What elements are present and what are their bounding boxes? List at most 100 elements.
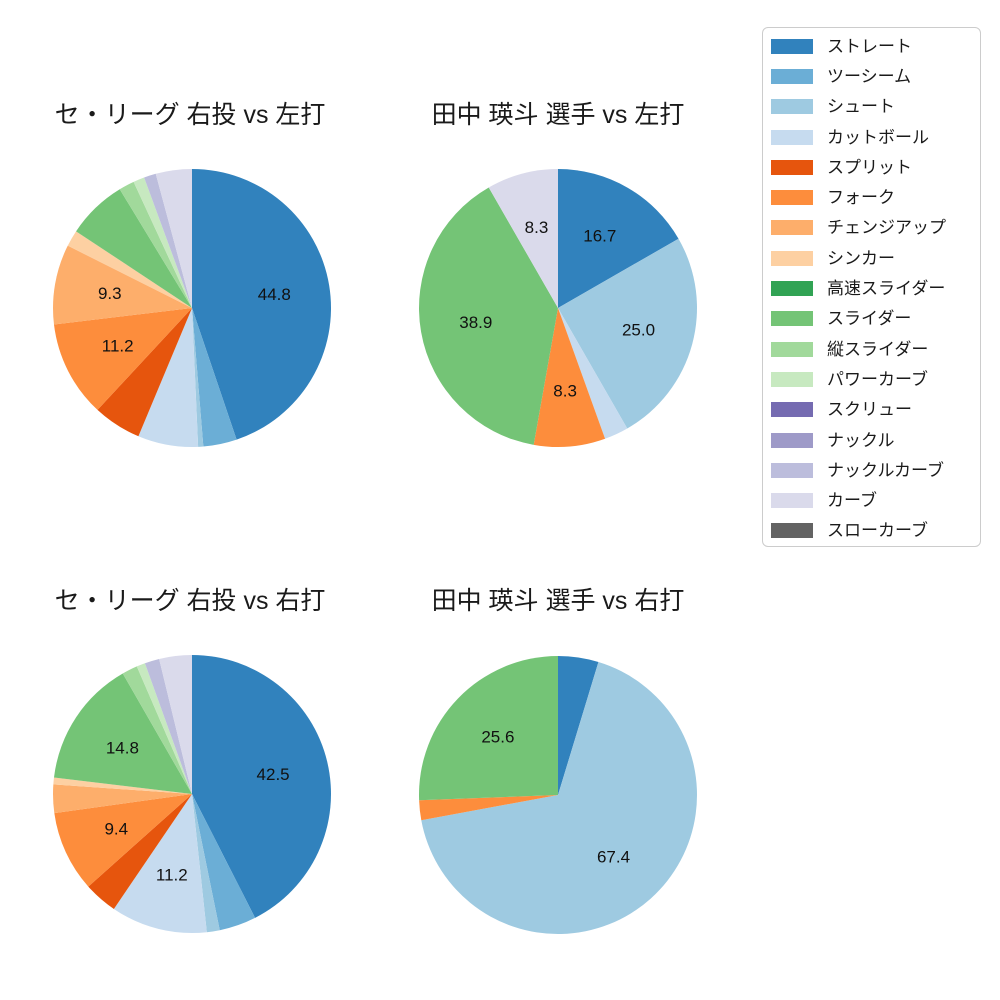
pie-slice-power-curve (136, 663, 192, 794)
chart-title-league-vs-left: セ・リーグ 右投 vs 左打 (54, 101, 326, 129)
legend-label-slow-curve: スローカーブ (827, 521, 928, 541)
pie-slice-cut-ball (558, 308, 628, 439)
pie-slice-knuckle-curve (144, 658, 192, 794)
legend-swatch-two-seam (771, 68, 813, 84)
pie-value-label-fork: 11.2 (102, 336, 134, 355)
pie-slice-shoot (192, 308, 204, 447)
legend-swatch-screw (771, 402, 813, 418)
legend-label-fast-slider: 高速スライダー (827, 279, 946, 299)
legend-label-vertical-slider: 縦スライダー (827, 339, 929, 359)
legend-item-vertical-slider: 縦スライダー (771, 334, 980, 364)
pie-value-label-shoot: 25.0 (622, 320, 655, 339)
pie-slice-cut-ball (138, 308, 199, 448)
pie-value-label-fork: 8.3 (553, 382, 577, 401)
pie-slice-vertical-slider (122, 666, 192, 794)
legend-item-knuckle-curve: ナックルカーブ (771, 455, 980, 485)
chart-title-player-vs-left: 田中 瑛斗 選手 vs 左打 (431, 101, 685, 129)
legend-label-cut-ball: カットボール (827, 127, 929, 147)
legend-label-slider: スライダー (827, 309, 912, 329)
pie-slice-straight (192, 169, 332, 440)
pie-value-label-straight: 42.5 (257, 765, 290, 784)
legend-label-knuckle: ナックル (827, 430, 895, 450)
legend-item-power-curve: パワーカーブ (771, 364, 980, 394)
pie-chart-league-vs-right: 42.5 11.2 9.4 14.8 (53, 655, 331, 934)
chart-title-player-vs-right: 田中 瑛斗 選手 vs 右打 (431, 587, 685, 615)
legend-item-cut-ball: カットボール (771, 122, 980, 152)
legend-item-curve: カーブ (771, 485, 980, 515)
pie-slice-changeup (53, 784, 192, 814)
pie-slice-straight (558, 656, 599, 795)
pie-slice-fork (533, 308, 606, 447)
legend-item-split: スプリット (771, 152, 980, 182)
legend-item-fork: フォーク (771, 182, 980, 212)
legend-label-changeup: チェンジアップ (827, 218, 946, 238)
legend-label-straight: ストレート (827, 36, 912, 56)
legend-label-fork: フォーク (827, 188, 895, 208)
pie-slice-power-curve (133, 177, 192, 308)
pie-slice-slider (419, 656, 558, 801)
legend-item-straight: ストレート (771, 31, 980, 61)
pie-value-label-curve: 8.3 (525, 218, 549, 237)
pie-slice-shoot (192, 794, 220, 933)
pie-slice-sinker (67, 231, 192, 308)
legend-swatch-fast-slider (771, 281, 813, 297)
legend-swatch-straight (771, 38, 813, 54)
pie-value-label-cut-ball: 11.2 (156, 865, 188, 884)
legend-label-shoot: シュート (827, 97, 895, 117)
legend-item-fast-slider: 高速スライダー (771, 273, 980, 303)
pie-slice-two-seam (192, 794, 256, 931)
pie-slice-slider (76, 189, 192, 308)
pie-chart-player-vs-right: 67.4 25.6 (419, 656, 697, 935)
legend-swatch-curve (771, 493, 813, 509)
legend-item-slow-curve: スローカーブ (771, 516, 980, 546)
pie-value-label-fork: 9.4 (104, 820, 128, 839)
pie-slice-split (88, 794, 192, 909)
pie-slice-straight (558, 169, 679, 308)
pie-value-label-straight: 16.7 (583, 226, 616, 245)
legend-item-shoot: シュート (771, 92, 980, 122)
pie-slice-cut-ball (113, 794, 207, 934)
pie-slice-knuckle-curve (144, 173, 192, 308)
legend-item-two-seam: ツーシーム (771, 61, 980, 91)
legend-label-screw: スクリュー (827, 400, 912, 420)
legend-swatch-slider (771, 311, 813, 327)
legend-item-knuckle: ナックル (771, 425, 980, 455)
legend-swatch-knuckle (771, 432, 813, 448)
pie-value-label-slider: 14.8 (106, 739, 139, 758)
pie-slice-curve (488, 169, 558, 308)
legend: ストレートツーシームシュートカットボール スプリットフォークチェンジアップ シンカー… (762, 27, 981, 547)
legend-label-split: スプリット (827, 157, 912, 177)
pie-slice-sinker (53, 777, 192, 794)
pie-slice-slider (53, 673, 193, 794)
legend-swatch-slow-curve (771, 523, 813, 539)
pie-chart-player-vs-left: 16.7 25.0 8.3 38.9 8.3 (419, 169, 697, 447)
legend-swatch-cut-ball (771, 129, 813, 145)
pie-value-label-straight: 44.8 (258, 285, 291, 304)
pie-slice-fork (53, 308, 193, 410)
legend-item-slider: スライダー (771, 304, 980, 334)
legend-label-knuckle-curve: ナックルカーブ (827, 460, 944, 480)
legend-swatch-split (771, 159, 813, 175)
pie-slice-curve (159, 655, 192, 794)
pie-slice-fork (419, 795, 558, 821)
legend-item-screw: スクリュー (771, 395, 980, 425)
legend-label-power-curve: パワーカーブ (827, 369, 928, 389)
pie-slice-vertical-slider (119, 181, 192, 308)
pie-slice-fork (54, 794, 192, 887)
pie-slice-slider (419, 187, 558, 445)
pie-slice-shoot (558, 238, 697, 429)
legend-swatch-power-curve (771, 371, 813, 387)
legend-label-two-seam: ツーシーム (827, 66, 912, 86)
pie-value-label-shoot: 67.4 (597, 848, 630, 867)
pie-value-label-slider: 38.9 (459, 313, 492, 332)
chart-title-league-vs-right: セ・リーグ 右投 vs 右打 (54, 587, 326, 615)
legend-swatch-sinker (771, 250, 813, 266)
legend-item-changeup: チェンジアップ (771, 213, 980, 243)
pie-value-label-changeup: 9.3 (98, 284, 122, 303)
legend-item-sinker: シンカー (771, 243, 980, 273)
pie-slice-shoot (421, 662, 697, 935)
legend-label-sinker: シンカー (827, 248, 895, 268)
pie-slice-curve (155, 169, 192, 308)
legend-swatch-fork (771, 190, 813, 206)
